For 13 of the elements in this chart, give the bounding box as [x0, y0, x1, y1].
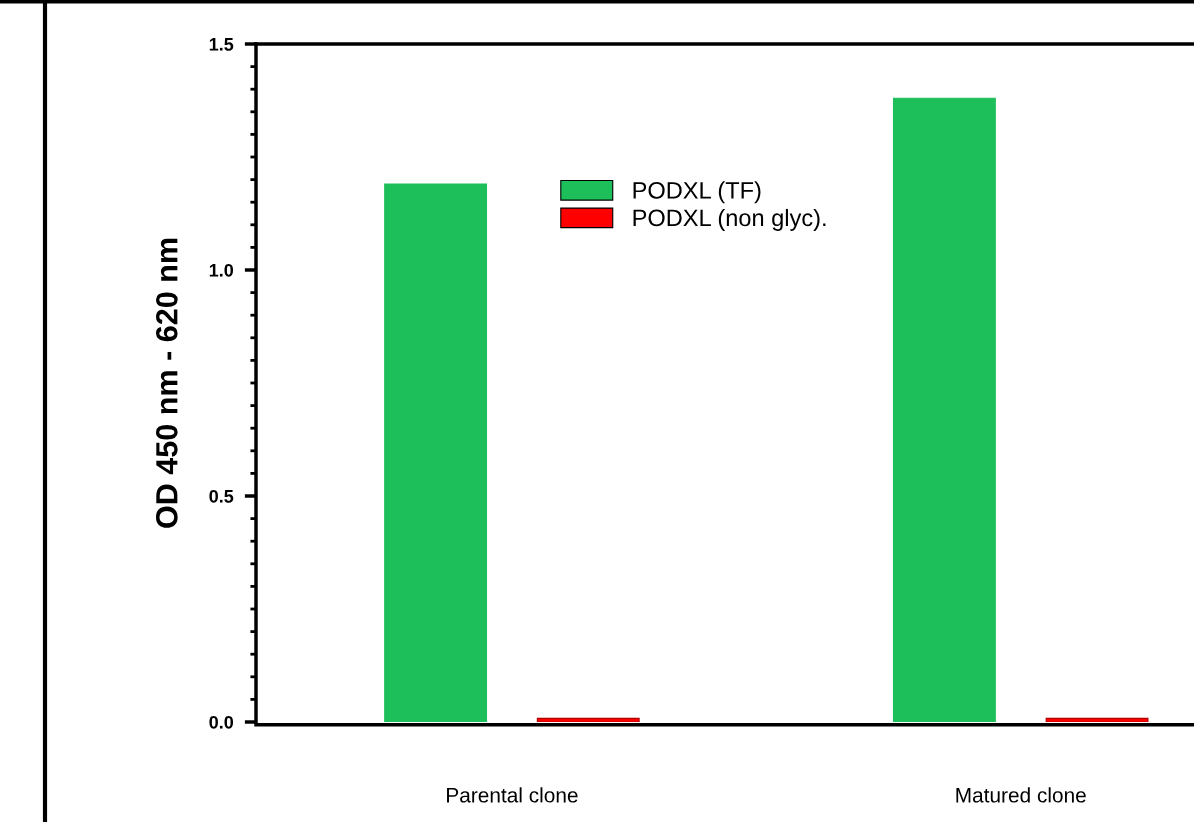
- x-tick-label: Parental clone: [447, 787, 578, 803]
- bar: [1045, 717, 1149, 722]
- y-tick-label: 1.5: [209, 38, 234, 51]
- bar: [384, 183, 488, 722]
- y-tick-label: 0.0: [209, 715, 234, 729]
- legend-label: PODXL (non glyc).: [633, 208, 826, 231]
- y-axis-title: OD 450 nm - 620 nm: [156, 238, 178, 528]
- x-tick-label: Matured clone: [956, 787, 1086, 803]
- y-tick-label: 1.0: [209, 263, 234, 277]
- legend-label: PODXL (TF): [633, 181, 761, 204]
- bar: [892, 97, 996, 722]
- y-tick-label: 0.5: [209, 489, 234, 503]
- bar: [536, 717, 640, 722]
